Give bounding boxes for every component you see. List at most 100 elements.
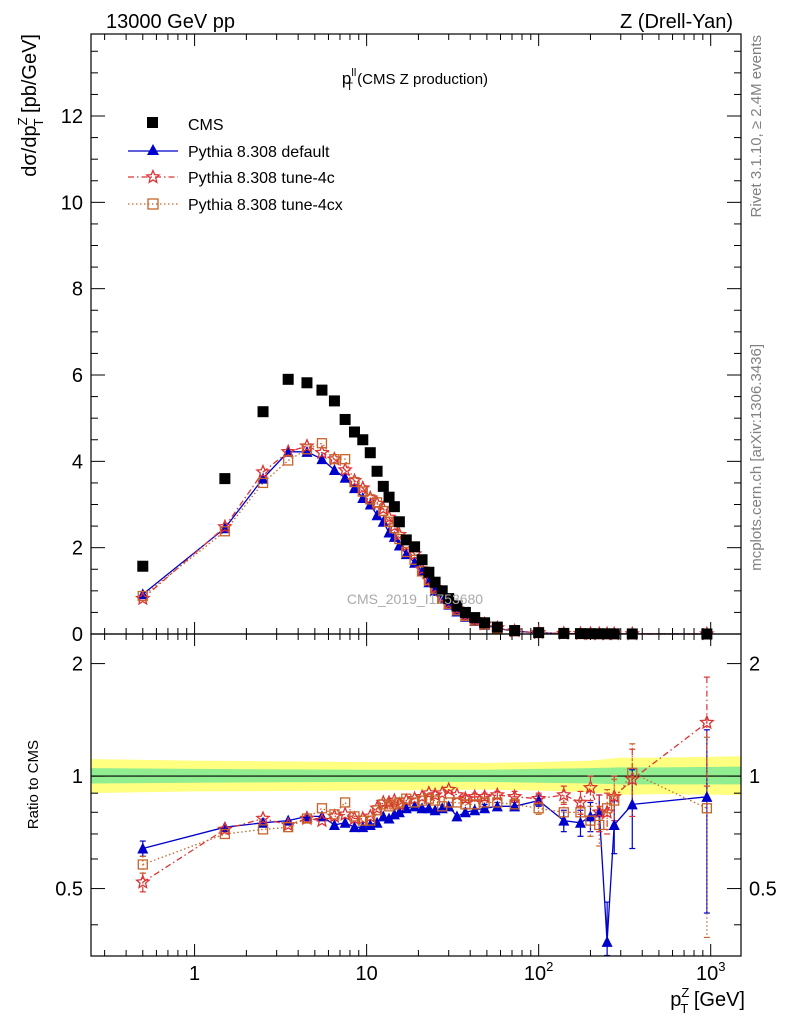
ratio-point-open-square — [627, 767, 638, 779]
main-point-open-square — [283, 455, 294, 466]
ratio-point-star — [699, 714, 715, 730]
ratio-point-open-square — [378, 799, 389, 810]
main-point-square — [451, 600, 463, 612]
main-point-square — [371, 465, 383, 477]
main-plot-title: pll T (CMS Z production) — [342, 67, 488, 93]
main-point-open-square — [371, 497, 383, 508]
main-point-square — [301, 377, 313, 389]
ratio-point-triangle — [608, 818, 620, 830]
ratio-point-star — [572, 794, 589, 810]
xlabel-sup: Z — [681, 985, 689, 1000]
ratio-point-open-square — [219, 828, 231, 840]
main-point-open-square — [316, 438, 328, 449]
ratio-point-open-square — [479, 797, 490, 808]
main-point-square — [409, 541, 421, 553]
ratio-point-open-square — [469, 799, 480, 810]
ratio-point-star — [440, 781, 457, 797]
ratio-point-star — [217, 821, 233, 836]
main-point-star — [299, 438, 315, 453]
ylabel-suffix: [pb/GeV] — [19, 34, 41, 119]
watermark-label: CMS_2019_I1753680 — [347, 591, 483, 607]
main-point-square — [479, 617, 491, 629]
main-point-open-square — [339, 454, 351, 465]
ratio-point-triangle — [328, 818, 340, 830]
main-point-square — [219, 473, 231, 485]
main-point-open-square — [301, 444, 313, 455]
ratio-point-open-square — [316, 803, 328, 814]
ratio-point-open-square — [575, 807, 586, 818]
title-main: p — [342, 69, 351, 88]
ratio-point-open-square — [416, 795, 428, 806]
main-point-square — [558, 627, 570, 639]
x-tick-label: 102 — [524, 959, 553, 985]
main-point-star — [337, 461, 353, 477]
ratio-point-triangle — [574, 816, 586, 828]
ratio-point-open-square — [594, 819, 605, 831]
main-point-square — [383, 491, 395, 503]
ratio-point-star — [606, 788, 623, 804]
xlabel-sub: T — [680, 1001, 688, 1016]
ratio-point-star — [556, 786, 572, 802]
ratio-point-open-square — [365, 815, 376, 826]
x-tick-label: 10 — [355, 963, 377, 985]
main-point-triangle — [371, 509, 383, 521]
ratio-uncertainty-band — [91, 756, 741, 795]
ratio-point-open-square — [409, 797, 420, 808]
x-tick-label-base: 10 — [524, 963, 546, 985]
main-point-square — [491, 621, 503, 633]
ratio-point-open-square — [371, 805, 383, 816]
main-point-triangle — [328, 463, 340, 475]
y-tick-label: 4 — [72, 451, 83, 473]
y-tick-label: 0 — [72, 624, 83, 646]
ratio-point-triangle — [137, 842, 149, 854]
ratio-point-open-square — [137, 859, 148, 870]
main-point-triangle — [348, 482, 360, 494]
ratio-plot-frame — [90, 633, 742, 957]
ratio-point-open-square — [257, 824, 269, 835]
ratio-series-line — [142, 796, 707, 942]
main-point-open-square — [383, 516, 395, 527]
ratio-y-tick-label-right: 1 — [749, 766, 760, 788]
main-point-triangle — [383, 526, 395, 538]
main-point-square — [137, 560, 149, 572]
header-right: Z (Drell-Yan) — [620, 11, 733, 33]
main-point-star — [255, 463, 271, 479]
ratio-point-star — [255, 810, 271, 826]
main-point-open-square — [357, 486, 368, 497]
ratio-series-line — [142, 772, 708, 866]
ratio-point-open-square — [558, 807, 569, 818]
x-tick-label-base: 10 — [696, 963, 718, 985]
legend-marker-tune4cx — [147, 198, 159, 210]
ratio-axis-ticks: 0.5 0.51 12 21 10 102 103 — [55, 634, 777, 985]
ratio-point-triangle — [393, 806, 405, 818]
main-point-square — [416, 554, 428, 566]
main-point-square — [443, 593, 455, 605]
main-point-star — [217, 518, 233, 534]
x-tick-label-exp: 3 — [718, 959, 725, 974]
ratio-point-star — [434, 785, 450, 800]
title-sub: T — [346, 81, 353, 93]
ratio-point-open-square — [609, 795, 620, 806]
main-point-square — [436, 585, 448, 597]
title-sup: ll — [351, 67, 356, 79]
x-tick-label-exp: 2 — [546, 959, 553, 974]
ratio-point-open-square — [509, 799, 520, 810]
y-tick-label: 6 — [72, 365, 83, 387]
ratio-point-triangle — [479, 802, 491, 814]
y-tick-label: 2 — [72, 538, 83, 560]
main-point-square — [316, 384, 328, 396]
main-point-square — [328, 395, 340, 407]
ratio-point-open-square — [329, 809, 340, 820]
ratio-point-triangle — [626, 798, 638, 810]
ratio-point-star — [427, 786, 443, 802]
ratio-y-axis-label: Ratio to CMS — [25, 740, 42, 829]
y-tick-label: 10 — [61, 192, 83, 214]
main-point-square — [257, 406, 269, 418]
ratio-point-triangle — [451, 810, 463, 822]
ratio-y-tick-label-left: 2 — [72, 654, 83, 676]
legend-label-default: Pythia 8.308 default — [188, 144, 330, 161]
mcplots-label: mcplots.cern.ch [arXiv:1306.3436] — [748, 344, 765, 571]
legend: CMS Pythia 8.308 default Pythia 8.308 tu… — [128, 117, 343, 214]
ratio-plot-panel: 0.5 0.51 12 21 10 102 103 Ratio to CMS pZ T [Ge… — [25, 633, 777, 1016]
main-point-open-square — [329, 454, 340, 465]
